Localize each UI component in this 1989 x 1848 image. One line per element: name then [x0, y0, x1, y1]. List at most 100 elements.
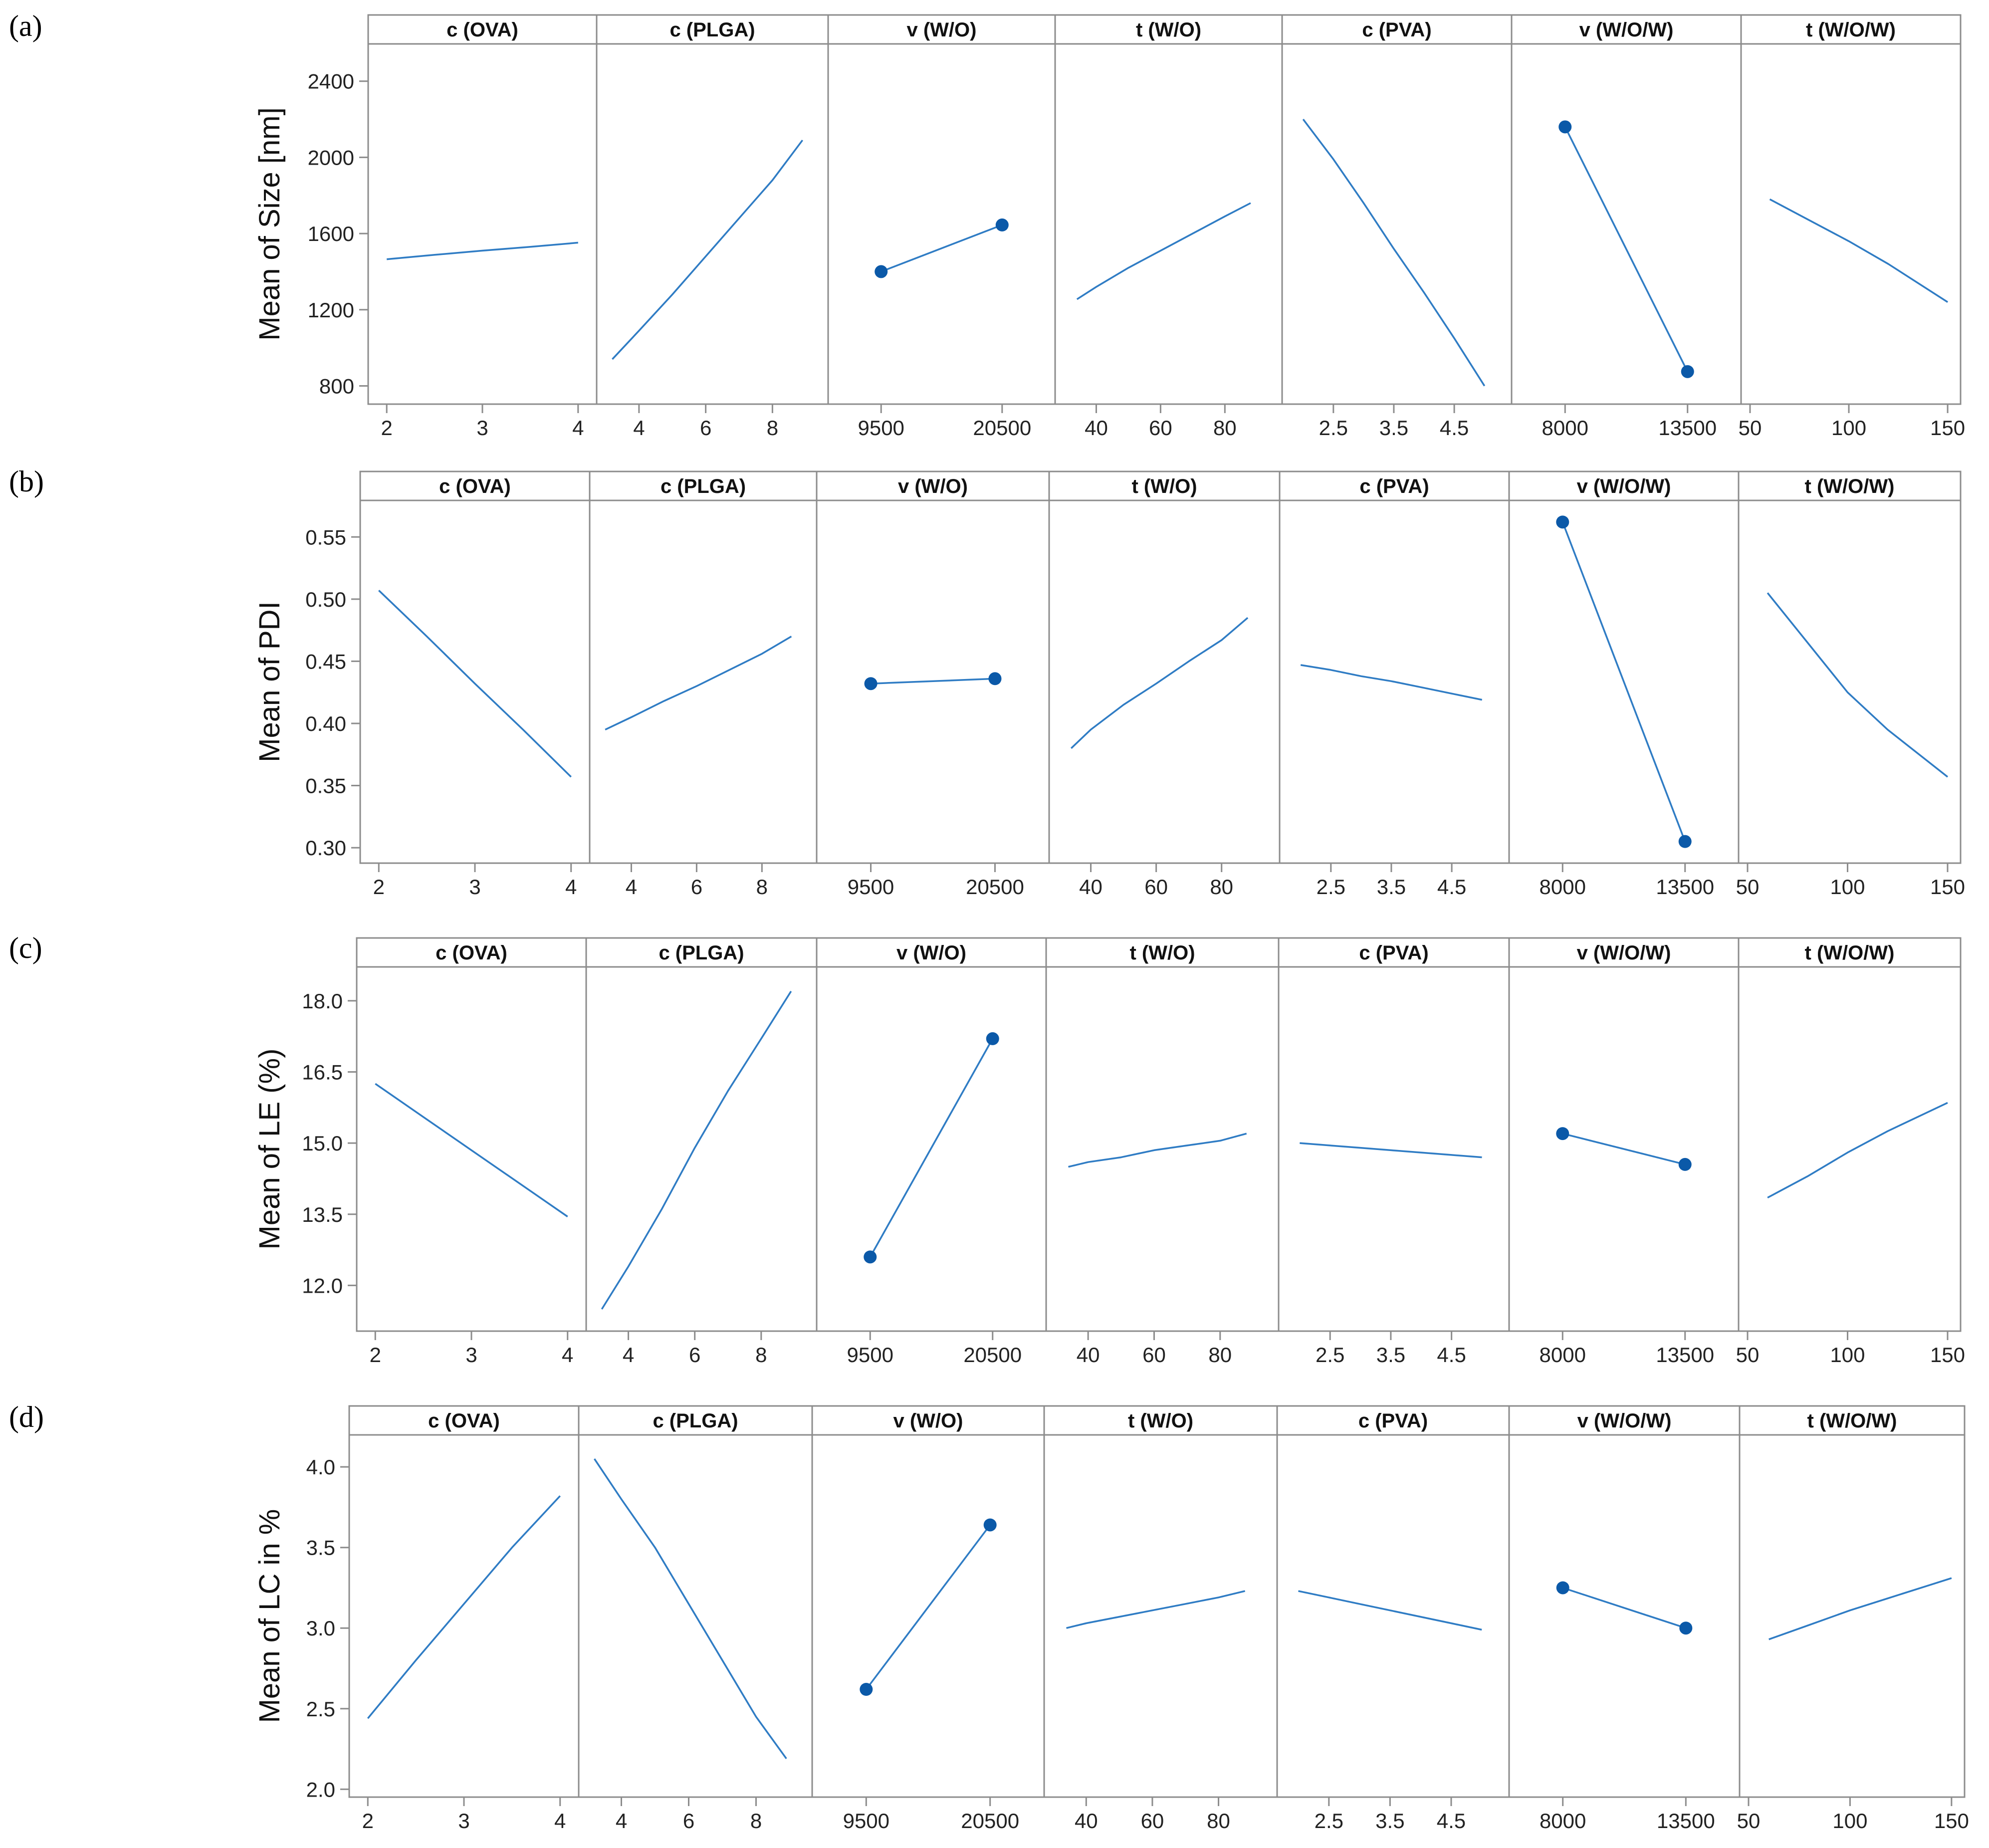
main-effect-line: [1769, 198, 1949, 303]
plot-frame: [348, 1405, 1966, 1798]
x-tick-label: 150: [1934, 1809, 1969, 1833]
subplot-title: c (OVA): [428, 1410, 500, 1432]
x-tick-label: 40: [1077, 1343, 1100, 1367]
x-tick-label: 4: [554, 1809, 566, 1833]
panel-label: (a): [9, 9, 42, 42]
subplot-3: t (W/O) 40 60 80: [1066, 1410, 1246, 1833]
x-tick-label: 60: [1141, 1809, 1164, 1833]
main-effect-line: [1302, 119, 1486, 387]
x-tick-label: 4: [572, 416, 584, 440]
x-tick-label: 20500: [961, 1809, 1019, 1833]
main-effect-line: [1066, 1590, 1246, 1629]
x-tick-label: 9500: [858, 416, 904, 440]
x-tick-label: 3.5: [1379, 416, 1408, 440]
x-tick-label: 4.5: [1440, 416, 1469, 440]
x-tick-label: 20500: [966, 875, 1024, 899]
x-tick-label: 9500: [848, 875, 894, 899]
subplot-6: t (W/O/W) 50 100 150: [1737, 1410, 1969, 1833]
y-tick-label: 0.35: [305, 774, 346, 798]
x-tick-label: 60: [1149, 416, 1172, 440]
plot-frame: [359, 470, 1962, 864]
subplot-title: t (W/O/W): [1805, 942, 1895, 964]
data-point: [1556, 1581, 1569, 1595]
x-tick-label: 2: [362, 1809, 374, 1833]
data-point: [1556, 515, 1569, 529]
x-tick-label: 50: [1736, 875, 1760, 899]
x-tick-label: 60: [1142, 1343, 1166, 1367]
subplot-0: c (OVA) 2 3 4: [370, 942, 574, 1367]
x-tick-label: 4: [616, 1809, 627, 1833]
subplot-title: c (PLGA): [669, 19, 755, 41]
x-tick-label: 150: [1930, 875, 1965, 899]
y-tick-label: 2400: [308, 70, 354, 93]
data-point: [1678, 835, 1692, 848]
x-tick-label: 3.5: [1375, 1809, 1404, 1833]
panel-d: (d) 2.0 2.5 3.0 3.5 4.0 Mean of LC in % c (OVA)…: [9, 1400, 1969, 1833]
y-axis-label: Mean of PDI: [253, 601, 286, 762]
subplot-4: c (PVA) 2.5 3.5 4.5: [1298, 1410, 1482, 1833]
x-tick-label: 9500: [847, 1343, 893, 1367]
subplot-6: t (W/O/W) 50 100 150: [1739, 19, 1965, 440]
main-effect-line: [1768, 1577, 1952, 1640]
x-tick-label: 80: [1213, 416, 1237, 440]
subplot-title: t (W/O): [1136, 19, 1201, 41]
subplot-2: v (W/O) 9500 20500: [843, 1410, 1019, 1833]
subplot-0: c (OVA) 2 3 4: [373, 475, 577, 899]
x-tick-label: 3.5: [1376, 1343, 1405, 1367]
y-tick-label: 0.50: [305, 588, 346, 611]
x-tick-label: 2: [370, 1343, 381, 1367]
data-point: [1681, 365, 1694, 378]
x-tick-label: 13500: [1656, 1343, 1714, 1367]
y-tick-label: 15.0: [302, 1132, 343, 1155]
y-tick-label: 3.5: [306, 1536, 335, 1560]
data-point: [864, 1250, 877, 1264]
x-tick-label: 8: [750, 1809, 762, 1833]
x-tick-label: 13500: [1656, 875, 1714, 899]
subplot-title: c (PLGA): [659, 942, 744, 964]
x-tick-label: 150: [1930, 416, 1965, 440]
subplot-4: c (PVA) 2.5 3.5 4.5: [1302, 19, 1486, 440]
subplot-title: t (W/O): [1128, 1410, 1193, 1432]
x-tick-label: 6: [700, 416, 711, 440]
main-effect-line: [601, 990, 792, 1310]
y-axis-label: Mean of LC in %: [253, 1509, 286, 1723]
y-tick-label: 2.5: [306, 1697, 335, 1721]
subplot-title: c (PLGA): [661, 475, 746, 497]
main-effect-line: [1562, 1133, 1686, 1165]
y-tick-label: 1200: [308, 298, 354, 322]
main-effect-line: [1562, 1587, 1686, 1629]
x-tick-label: 4.5: [1437, 875, 1466, 899]
subplot-title: c (PVA): [1362, 19, 1431, 41]
subplot-title: t (W/O): [1129, 942, 1195, 964]
subplot-4: c (PVA) 2.5 3.5 4.5: [1300, 942, 1482, 1367]
x-tick-label: 4: [562, 1343, 573, 1367]
subplot-title: v (W/O): [907, 19, 977, 41]
subplot-title: c (PLGA): [653, 1410, 738, 1432]
data-point: [988, 672, 1002, 686]
main-effect-line: [1076, 202, 1251, 300]
data-point: [860, 1683, 873, 1696]
data-point: [1679, 1621, 1693, 1635]
panel-label: (c): [9, 931, 42, 964]
x-tick-label: 80: [1208, 1343, 1232, 1367]
main-effect-line: [387, 241, 578, 260]
subplot-4: c (PVA) 2.5 3.5 4.5: [1300, 475, 1483, 899]
main-effect-line: [865, 1524, 991, 1690]
y-tick-label: 1600: [308, 222, 354, 245]
subplot-title: v (W/O): [893, 1410, 963, 1432]
data-point: [983, 1518, 997, 1532]
x-tick-label: 2.5: [1316, 1343, 1344, 1367]
x-tick-label: 2: [381, 416, 393, 440]
x-tick-label: 2.5: [1317, 875, 1345, 899]
x-tick-label: 20500: [963, 1343, 1022, 1367]
x-tick-label: 100: [1830, 1343, 1865, 1367]
x-tick-label: 9500: [843, 1809, 889, 1833]
x-tick-label: 50: [1736, 1343, 1760, 1367]
x-tick-label: 8000: [1540, 1343, 1586, 1367]
subplot-title: c (PVA): [1359, 475, 1429, 497]
main-effect-line: [881, 224, 1003, 273]
plot-frame: [356, 937, 1962, 1332]
main-effect-line: [1767, 592, 1949, 778]
x-tick-label: 40: [1075, 1809, 1098, 1833]
panel-b: (b) 0.30 0.35 0.40 0.45 0.50 0.55 Mean of PDI c …: [9, 465, 1965, 899]
